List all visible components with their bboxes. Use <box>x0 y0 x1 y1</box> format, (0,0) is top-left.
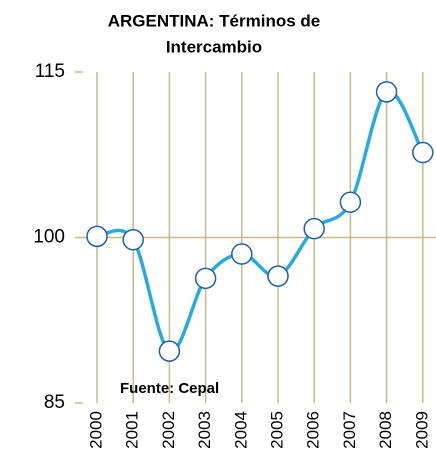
marker <box>194 267 217 290</box>
x-tick-label: 2006 <box>304 411 323 449</box>
x-tick-label: 2004 <box>231 411 250 449</box>
x-tick-label: 2007 <box>340 411 359 449</box>
annotation: Fuente: Cepal <box>120 380 219 397</box>
marker <box>303 217 325 240</box>
marker <box>339 191 362 213</box>
y-tick-label: 115 <box>35 61 65 82</box>
marker <box>267 265 289 287</box>
y-tick-label: 100 <box>33 227 65 248</box>
x-tick-label: 2009 <box>412 411 431 449</box>
x-tick-label: 2003 <box>195 411 214 449</box>
x-tick-label: 2001 <box>123 411 142 449</box>
line <box>96 89 425 353</box>
marker <box>231 243 253 265</box>
marker <box>122 228 144 251</box>
marker <box>412 141 434 164</box>
x-tick-label: 2002 <box>159 411 178 449</box>
x-tick-label: 2008 <box>376 411 395 449</box>
marker <box>375 81 398 103</box>
y-tick-label: 85 <box>44 392 65 413</box>
marker <box>86 225 108 248</box>
x-tick-label: 2000 <box>86 411 105 449</box>
chart-title: ARGENTINA: Términos de <box>108 11 321 30</box>
x-tick-label: 2005 <box>267 411 286 449</box>
chart-title: Intercambio <box>166 37 262 56</box>
marker <box>158 340 181 362</box>
